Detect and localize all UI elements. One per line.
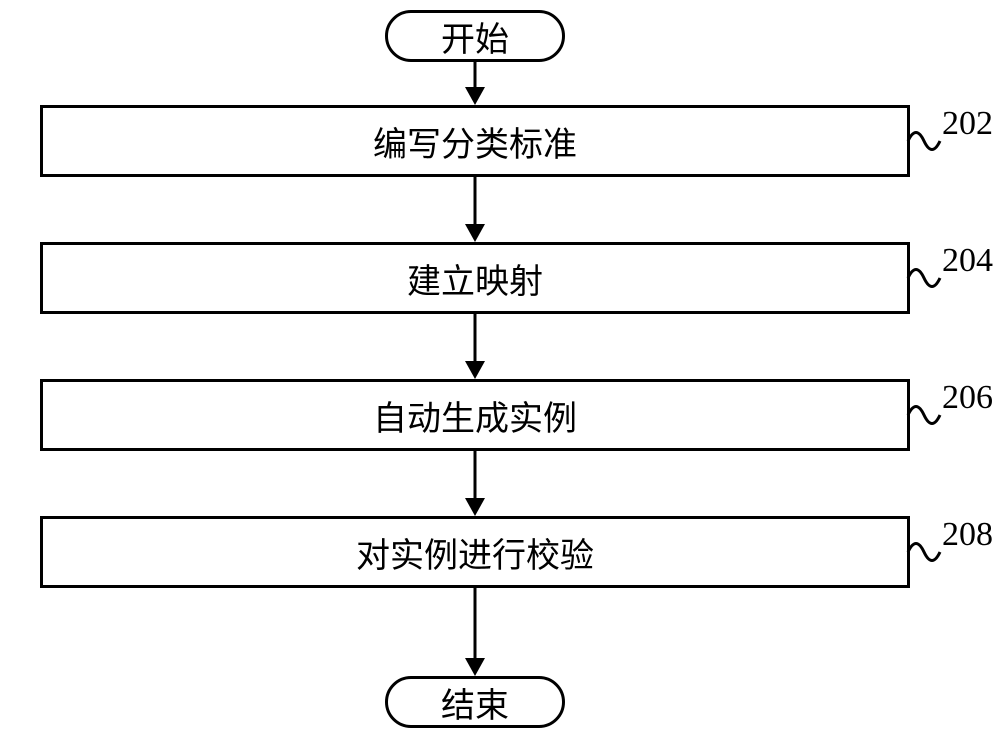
arrow-step1-step2 xyxy=(455,177,495,242)
label-208: 208 xyxy=(942,516,993,554)
process-step1-text: 编写分类标准 xyxy=(373,117,577,166)
process-step1: 编写分类标准 xyxy=(40,105,910,177)
start-node: 开始 xyxy=(385,10,565,62)
label-206: 206 xyxy=(942,379,993,417)
flowchart-canvas: 开始 编写分类标准 建立映射 自动生成实例 对实例进行校验 结束 xyxy=(0,0,1000,739)
process-step2: 建立映射 xyxy=(40,242,910,314)
arrow-start-step1 xyxy=(455,62,495,105)
label-202: 202 xyxy=(942,105,993,143)
tilde-3 xyxy=(905,400,945,430)
arrow-step3-step4 xyxy=(455,451,495,516)
start-label: 开始 xyxy=(441,12,509,61)
arrow-step2-step3 xyxy=(455,314,495,379)
label-204: 204 xyxy=(942,242,993,280)
process-step3: 自动生成实例 xyxy=(40,379,910,451)
tilde-4 xyxy=(905,537,945,567)
process-step2-text: 建立映射 xyxy=(407,254,543,303)
process-step3-text: 自动生成实例 xyxy=(373,391,577,440)
end-label: 结束 xyxy=(441,678,509,727)
tilde-1 xyxy=(905,126,945,156)
process-step4-text: 对实例进行校验 xyxy=(356,528,594,577)
arrow-step4-end xyxy=(455,588,495,676)
end-node: 结束 xyxy=(385,676,565,728)
process-step4: 对实例进行校验 xyxy=(40,516,910,588)
tilde-2 xyxy=(905,263,945,293)
